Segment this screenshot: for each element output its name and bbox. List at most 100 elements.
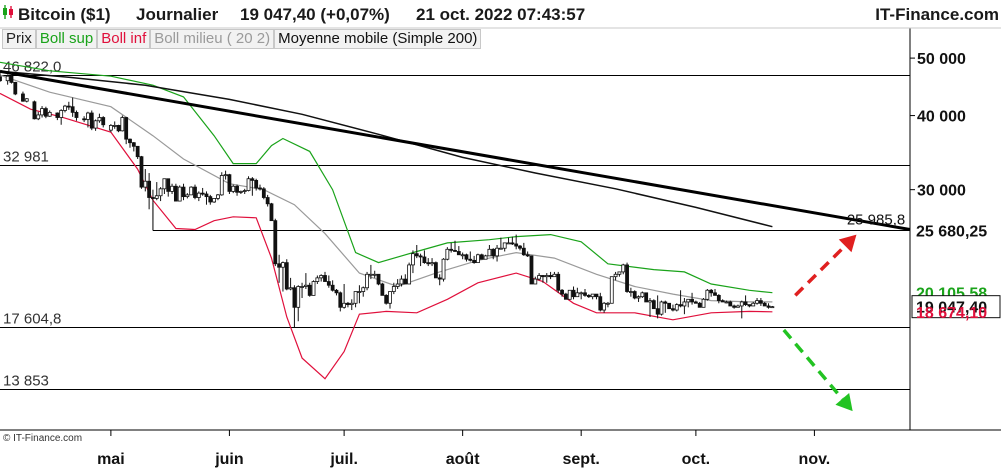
candle-body-52 <box>219 175 224 196</box>
candle-body-70 <box>288 287 293 290</box>
candle-body-23 <box>108 125 113 131</box>
candle-body-92 <box>372 273 377 276</box>
level-label-3: 17 604,8 <box>3 311 61 328</box>
candle-body-179 <box>705 289 710 300</box>
candle-body-13 <box>63 105 67 111</box>
candle-body-119 <box>476 254 480 264</box>
candle-body-55 <box>231 185 236 192</box>
candle-body-178 <box>701 298 706 308</box>
candle-body-186 <box>732 305 737 308</box>
candle-body-189 <box>743 301 748 306</box>
candle-body-180 <box>709 289 714 294</box>
candle-body-48 <box>204 193 209 198</box>
candle-body-118 <box>472 259 477 264</box>
candle-body-139 <box>552 273 557 278</box>
candle-body-110 <box>441 258 446 280</box>
candle-body-127 <box>506 242 511 245</box>
candle-body-113 <box>453 249 457 252</box>
candle-body-30 <box>135 145 140 158</box>
candle-body-62 <box>258 187 262 190</box>
candle-body-10 <box>47 111 52 117</box>
candle-body-46 <box>196 192 201 198</box>
legend-item-sma200[interactable]: Moyenne mobile (Simple 200) <box>274 29 482 49</box>
candle-body-149 <box>590 293 595 298</box>
candle-body-58 <box>242 190 247 192</box>
candle-body-68 <box>281 262 285 268</box>
candle-body-185 <box>728 301 733 307</box>
forecast-arrowhead-1 <box>835 393 853 412</box>
candle-body-94 <box>380 283 385 296</box>
candle-body-125 <box>498 247 503 250</box>
x-tick-label-5: oct. <box>682 451 710 468</box>
candle-body-67 <box>277 263 282 268</box>
candle-body-164 <box>648 300 652 303</box>
legend-item-boll-milieu[interactable]: Boll milieu ( 20 2) <box>150 29 275 49</box>
candle-body-16 <box>74 111 79 118</box>
candle-body-144 <box>571 289 576 298</box>
price-change: 19 047,40 (+0,07%) <box>240 5 390 24</box>
candle-body-181 <box>713 292 717 296</box>
candle-body-151 <box>598 296 603 311</box>
candle-body-87 <box>353 291 358 304</box>
trend-icon <box>2 3 14 26</box>
candle-body-1 <box>5 75 10 82</box>
candle-body-8 <box>40 108 44 116</box>
candle-body-155 <box>613 273 618 278</box>
candle-body-17 <box>82 118 87 121</box>
y-tick-label-1: 40 000 <box>917 109 966 126</box>
candle-body-96 <box>388 291 392 304</box>
candle-body-59 <box>246 178 251 191</box>
candle-body-29 <box>131 142 136 147</box>
forecast-arrow-line-1 <box>782 328 844 401</box>
candle-body-187 <box>736 305 740 308</box>
candle-body-194 <box>762 302 767 307</box>
candle-body-143 <box>567 289 572 300</box>
candle-body-109 <box>437 277 442 280</box>
candle-body-50 <box>212 198 217 203</box>
candle-body-73 <box>300 286 304 288</box>
candle-body-145 <box>575 292 580 298</box>
candle-body-3 <box>13 81 18 95</box>
candle-body-167 <box>659 301 664 315</box>
candle-body-2 <box>9 75 14 83</box>
candle-body-106 <box>426 262 431 265</box>
candle-body-170 <box>671 308 675 311</box>
candle-body-160 <box>632 291 637 299</box>
candle-body-31 <box>139 156 144 188</box>
x-tick-label-2: juil. <box>329 451 358 468</box>
candle-body-40 <box>173 185 178 202</box>
candle-body-24 <box>112 125 117 127</box>
candle-body-117 <box>468 258 473 261</box>
candle-body-27 <box>124 117 129 140</box>
candle-body-111 <box>445 248 450 260</box>
candle-body-42 <box>181 186 186 198</box>
candle-body-138 <box>548 275 553 278</box>
candle-body-89 <box>361 287 366 292</box>
candle-body-188 <box>739 301 744 307</box>
candle-body-136 <box>541 275 545 278</box>
candle-body-141 <box>560 289 564 295</box>
candle-body-5 <box>24 98 29 102</box>
legend-item-boll-inf[interactable]: Boll inf <box>97 29 151 49</box>
candle-body-77 <box>315 277 320 282</box>
legend-item-prix[interactable]: Prix <box>2 29 36 49</box>
candle-body-124 <box>495 247 499 257</box>
instrument-title: Bitcoin ($1) <box>18 5 111 24</box>
candle-body-146 <box>579 292 584 295</box>
candle-body-81 <box>330 284 335 291</box>
candle-body-142 <box>563 293 568 300</box>
candle-body-11 <box>55 112 60 118</box>
y-tick-label-0: 50 000 <box>917 51 966 68</box>
candle-body-103 <box>414 253 419 257</box>
forecast-arrowhead-0 <box>838 234 857 253</box>
candle-body-128 <box>510 242 515 245</box>
candle-body-114 <box>456 251 461 256</box>
candle-body-49 <box>208 196 213 203</box>
candle-body-37 <box>162 178 167 190</box>
candle-body-133 <box>529 255 534 285</box>
candle-body-61 <box>254 179 259 189</box>
candle-body-60 <box>250 178 255 181</box>
legend-item-boll-sup[interactable]: Boll sup <box>35 29 98 49</box>
value-label-0: 25 985,8 <box>847 212 905 229</box>
candle-body-76 <box>311 281 316 296</box>
